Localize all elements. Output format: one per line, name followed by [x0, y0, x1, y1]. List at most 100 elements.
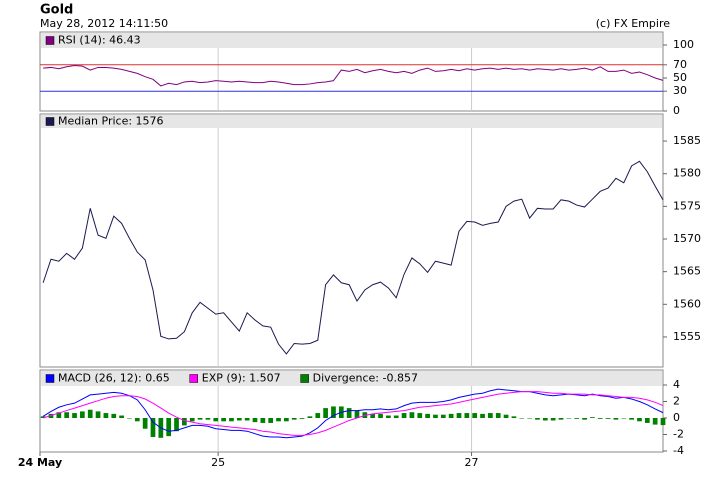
y-tick-label: 1565 — [673, 265, 701, 278]
bar — [503, 414, 509, 418]
bar — [621, 418, 627, 419]
y-tick-label: 1555 — [673, 330, 701, 343]
bar — [386, 415, 391, 418]
legend-swatch — [45, 36, 55, 45]
bar — [472, 413, 478, 418]
bar — [409, 412, 415, 418]
subtitle: May 28, 2012 14:11:50 — [40, 17, 168, 30]
bar — [205, 418, 211, 420]
bar — [464, 413, 470, 418]
bar — [229, 418, 234, 422]
bar — [284, 418, 289, 422]
bar — [189, 418, 195, 422]
bar — [440, 414, 446, 418]
bar — [213, 418, 219, 422]
line — [42, 160, 664, 355]
bar — [401, 413, 407, 418]
legend-label: RSI (14): 46.43 — [58, 34, 141, 47]
bar — [119, 415, 124, 418]
legend-swatch — [300, 374, 309, 383]
panel-header — [41, 33, 662, 48]
bar — [197, 418, 203, 420]
line — [42, 388, 664, 439]
bar — [182, 418, 187, 426]
y-tick-label: 1585 — [673, 134, 701, 147]
bar — [597, 418, 603, 419]
line — [42, 391, 664, 436]
bar — [433, 414, 438, 418]
bar — [488, 413, 493, 418]
legend-label: MACD (26, 12): 0.65 — [58, 372, 170, 385]
bar — [425, 413, 430, 418]
bar — [315, 413, 321, 418]
bar — [64, 412, 70, 418]
bar — [370, 413, 376, 418]
bar — [111, 413, 117, 418]
bar — [393, 415, 399, 418]
y-tick-label: 2 — [673, 395, 680, 408]
bar — [519, 418, 525, 419]
bar — [644, 418, 650, 423]
y-tick-label: 30 — [673, 84, 687, 97]
panel-header — [41, 115, 662, 128]
bar — [244, 418, 250, 421]
bar — [535, 418, 540, 420]
x-tick-label: 25 — [211, 456, 225, 469]
bar — [590, 417, 595, 418]
bar — [56, 412, 62, 418]
bar — [346, 408, 352, 418]
bar — [252, 418, 258, 423]
y-tick-label: 0 — [673, 411, 680, 424]
bar — [331, 406, 336, 418]
bar — [40, 416, 46, 418]
y-tick-label: 50 — [673, 71, 687, 84]
bar — [142, 418, 148, 429]
bar — [291, 418, 297, 420]
bar — [605, 418, 611, 419]
bar — [660, 418, 666, 426]
bar — [495, 413, 501, 418]
bar — [574, 418, 580, 419]
bar — [354, 410, 360, 418]
y-tick-label: 1575 — [673, 199, 701, 212]
bar — [613, 418, 619, 420]
bar — [448, 413, 454, 418]
y-tick-label: 1560 — [673, 297, 701, 310]
legend-swatch — [45, 117, 55, 126]
bar — [558, 418, 564, 420]
legend-swatch — [45, 374, 55, 383]
bar — [417, 413, 423, 418]
bar — [637, 418, 642, 422]
bar — [629, 418, 634, 420]
bar — [511, 416, 517, 418]
credit: (c) FX Empire — [596, 17, 670, 30]
bar — [103, 413, 109, 418]
bar — [480, 413, 485, 418]
bar — [221, 418, 226, 422]
bar — [307, 416, 313, 418]
bar — [236, 418, 242, 421]
legend-label: Divergence: -0.857 — [313, 372, 418, 385]
y-tick-label: -4 — [673, 444, 684, 457]
bar — [652, 418, 658, 425]
legend-label: Median Price: 1576 — [58, 115, 164, 128]
x-tick-label: 27 — [465, 456, 479, 469]
bar — [582, 418, 587, 420]
chart-title: Gold — [40, 3, 73, 18]
bar — [80, 411, 85, 418]
bar — [127, 418, 132, 419]
bar — [550, 418, 556, 421]
bar — [260, 418, 266, 423]
bar — [323, 408, 328, 418]
y-tick-label: 100 — [673, 38, 694, 51]
bar — [150, 418, 156, 437]
y-tick-label: 1580 — [673, 167, 701, 180]
bar — [299, 418, 305, 419]
bar — [95, 411, 101, 418]
y-tick-label: -2 — [673, 428, 684, 441]
bar — [166, 418, 172, 437]
y-tick-label: 0 — [673, 104, 680, 117]
bar — [527, 418, 532, 419]
line — [43, 64, 664, 87]
